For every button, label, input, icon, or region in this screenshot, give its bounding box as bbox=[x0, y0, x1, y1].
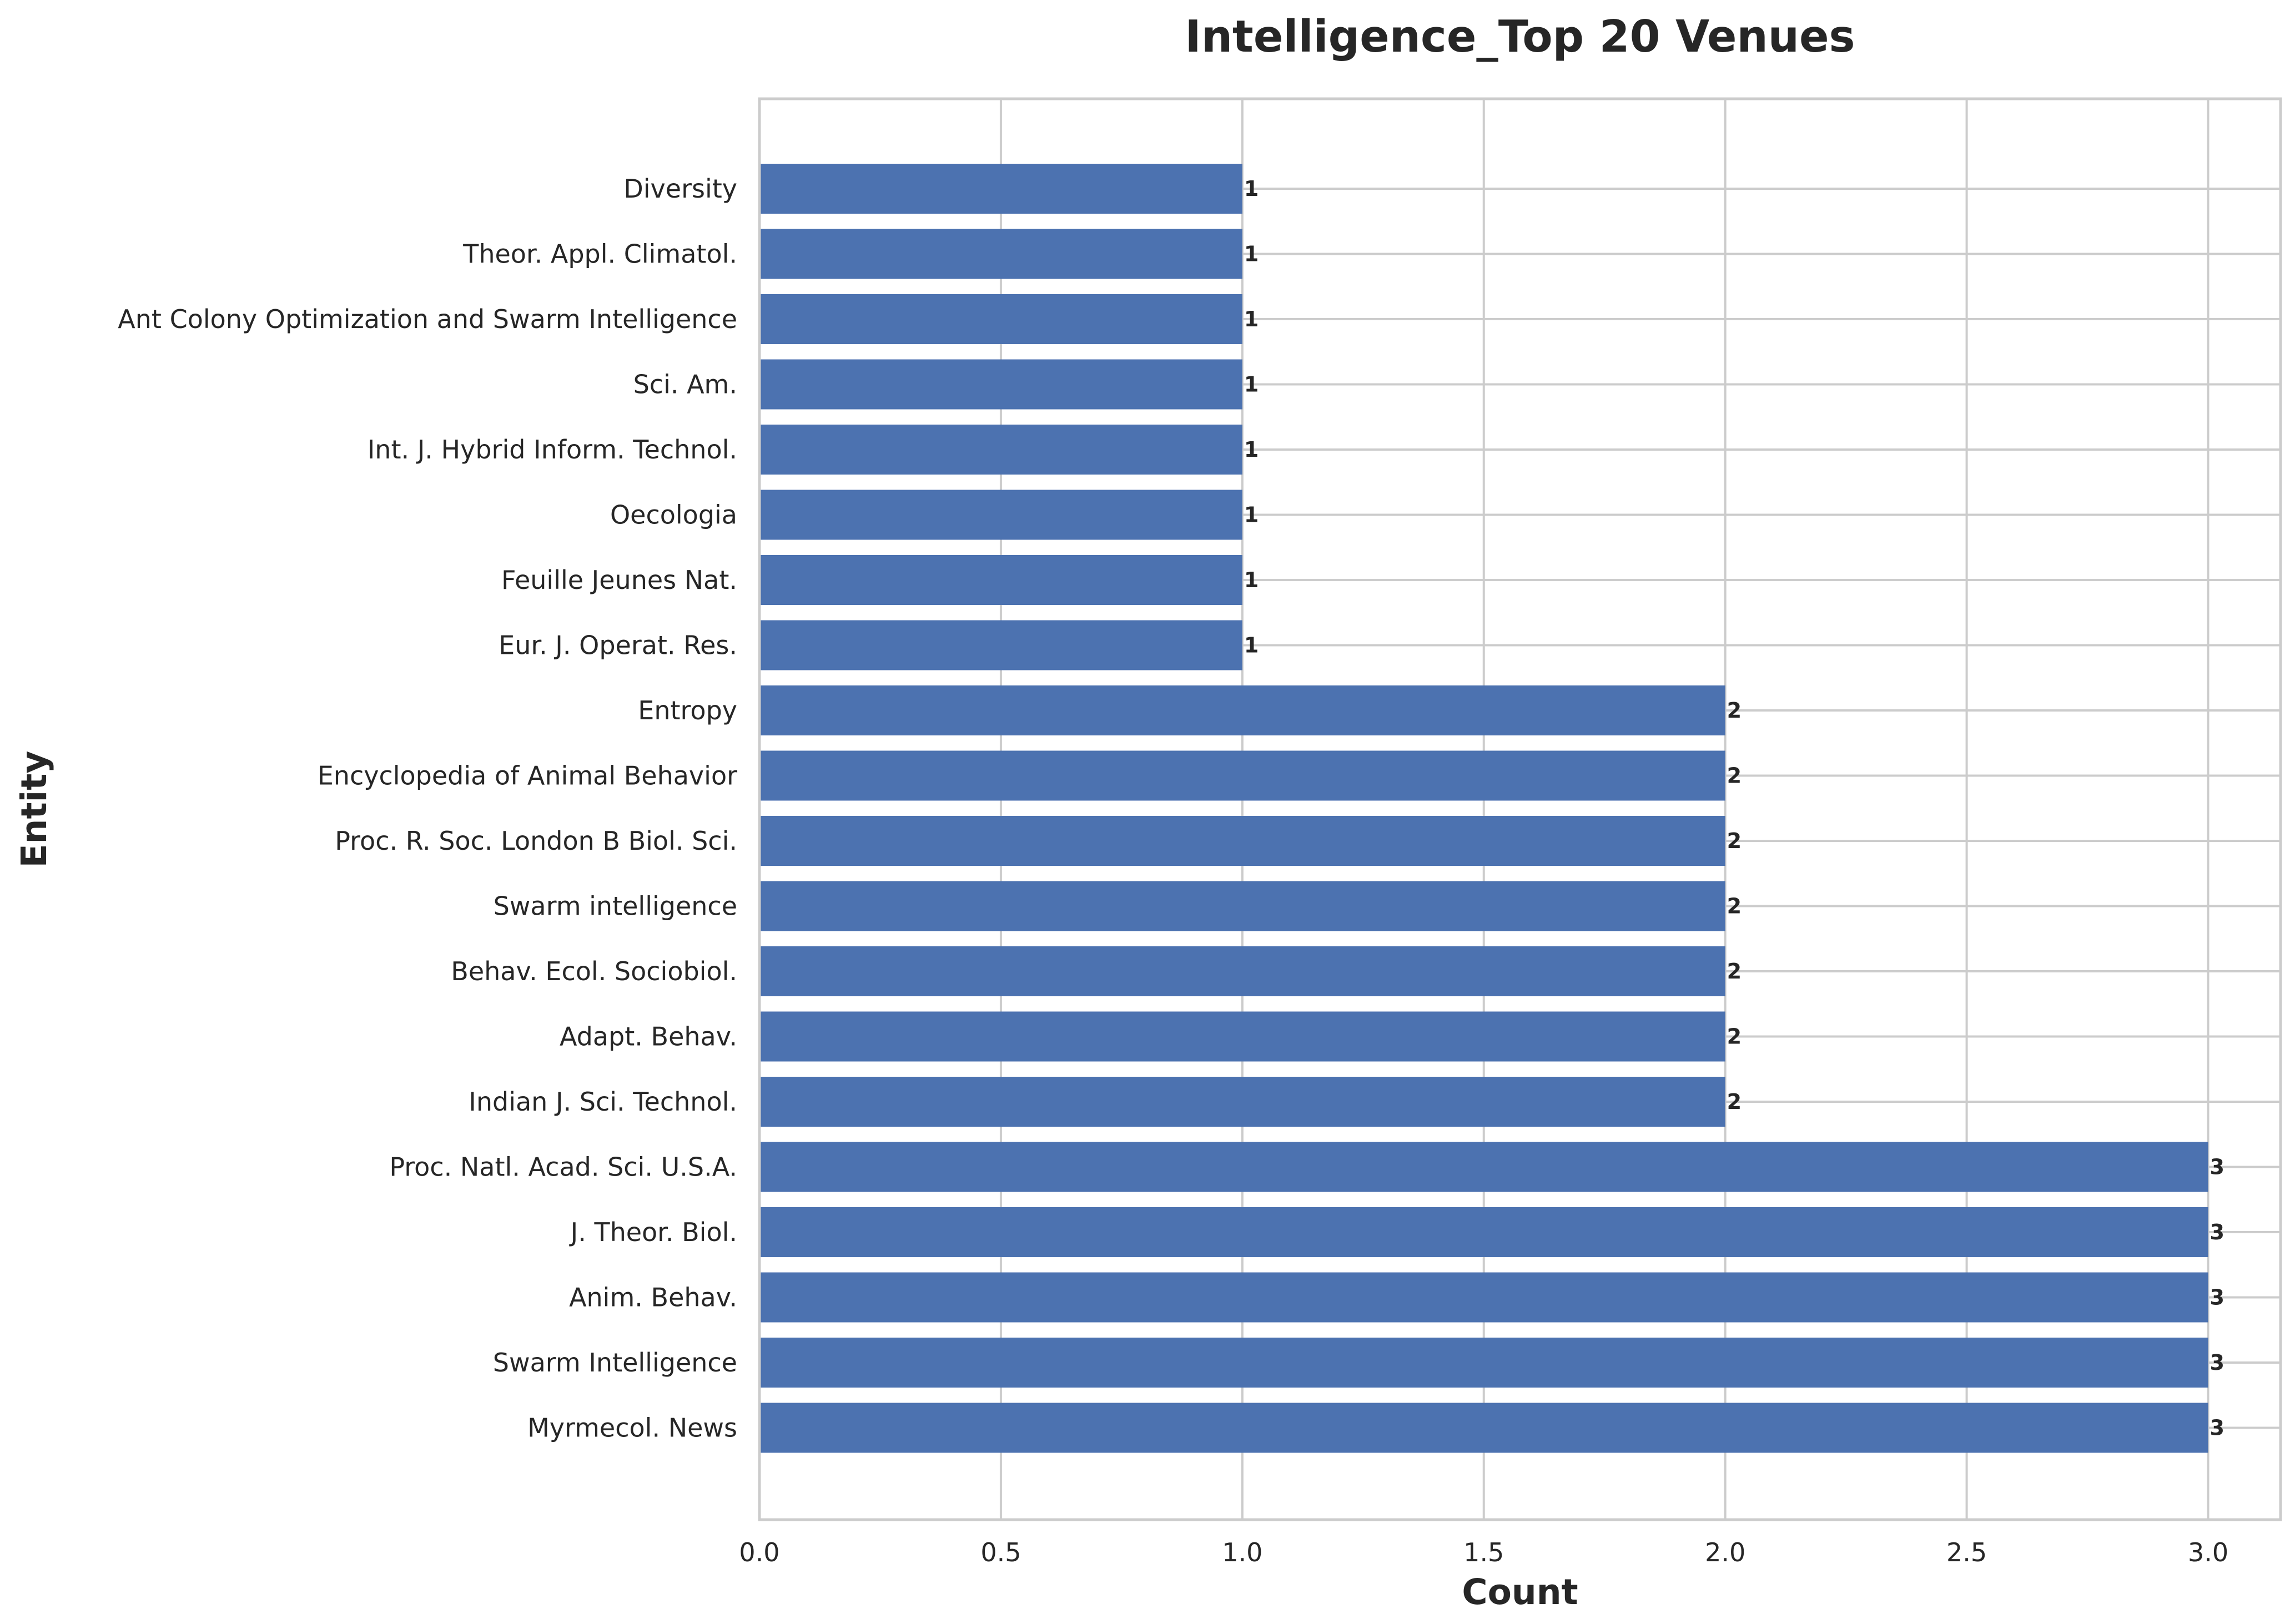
bar bbox=[759, 164, 1242, 214]
x-tick-label: 0.5 bbox=[980, 1537, 1021, 1567]
chart-title: Intelligence_Top 20 Venues bbox=[1185, 11, 1855, 62]
y-tick-label: Proc. R. Soc. London B Biol. Sci. bbox=[335, 826, 737, 856]
bar bbox=[759, 1077, 1725, 1127]
y-tick-label: Ant Colony Optimization and Swarm Intell… bbox=[118, 304, 737, 334]
data-label: 1 bbox=[1244, 176, 1259, 201]
data-label: 2 bbox=[1727, 829, 1742, 853]
bar bbox=[759, 750, 1725, 801]
bar bbox=[759, 1011, 1725, 1062]
bar bbox=[759, 816, 1725, 866]
tick-layer: 0.0 0.5 1.0 1.5 2.0 2.5 3.0 Diversity Theor. App… bbox=[118, 174, 2228, 1567]
data-label: 1 bbox=[1244, 242, 1259, 266]
x-tick-label: 3.0 bbox=[2188, 1537, 2228, 1567]
y-tick-label: Feuille Jeunes Nat. bbox=[501, 565, 737, 595]
bar bbox=[759, 881, 1725, 931]
y-tick-label: Adapt. Behav. bbox=[560, 1022, 737, 1052]
y-tick-label: Indian J. Sci. Technol. bbox=[469, 1087, 737, 1117]
y-tick-label: Swarm intelligence bbox=[494, 891, 737, 921]
data-label: 3 bbox=[2210, 1155, 2224, 1179]
data-label: 1 bbox=[1244, 503, 1259, 527]
y-tick-label: Proc. Natl. Acad. Sci. U.S.A. bbox=[389, 1152, 737, 1182]
y-tick-label: Myrmecol. News bbox=[527, 1413, 737, 1443]
bar bbox=[759, 946, 1725, 996]
x-axis-label: Count bbox=[1462, 1572, 1578, 1612]
x-tick-label: 2.0 bbox=[1705, 1537, 1745, 1567]
bar bbox=[759, 425, 1242, 475]
bar bbox=[759, 1272, 2208, 1323]
bar bbox=[759, 1207, 2208, 1257]
bar-layer bbox=[759, 164, 2208, 1453]
y-tick-label: Eur. J. Operat. Res. bbox=[499, 631, 737, 660]
bar bbox=[759, 229, 1242, 279]
data-label: 1 bbox=[1244, 633, 1259, 658]
x-tick-label: 1.0 bbox=[1222, 1537, 1262, 1567]
data-label: 1 bbox=[1244, 372, 1259, 397]
bar bbox=[759, 490, 1242, 540]
data-label: 1 bbox=[1244, 437, 1259, 462]
bar bbox=[759, 620, 1242, 670]
data-label: 2 bbox=[1727, 1090, 1742, 1114]
bar bbox=[759, 1142, 2208, 1192]
y-tick-label: Behav. Ecol. Sociobiol. bbox=[451, 956, 737, 986]
y-tick-label: Entropy bbox=[638, 695, 737, 725]
bar bbox=[759, 555, 1242, 605]
bar bbox=[759, 685, 1725, 735]
x-tick-label: 0.0 bbox=[739, 1537, 779, 1567]
bar bbox=[759, 1338, 2208, 1388]
data-label: 2 bbox=[1727, 959, 1742, 984]
y-tick-label: Swarm Intelligence bbox=[493, 1348, 737, 1378]
y-tick-label: J. Theor. Biol. bbox=[569, 1217, 737, 1247]
x-tick-label: 1.5 bbox=[1463, 1537, 1504, 1567]
data-label: 2 bbox=[1727, 764, 1742, 788]
data-label: 3 bbox=[2210, 1220, 2224, 1244]
bar bbox=[759, 1403, 2208, 1453]
data-label: 2 bbox=[1727, 698, 1742, 723]
x-tick-label: 2.5 bbox=[1946, 1537, 1987, 1567]
y-tick-label: Oecologia bbox=[610, 500, 737, 530]
data-label: 1 bbox=[1244, 568, 1259, 592]
bar bbox=[759, 359, 1242, 410]
y-axis-label: Entity bbox=[14, 751, 54, 868]
y-tick-label: Int. J. Hybrid Inform. Technol. bbox=[368, 435, 737, 465]
y-tick-label: Sci. Am. bbox=[633, 370, 737, 400]
label-layer: 1 1 1 1 1 1 1 1 2 2 2 2 2 2 2 3 3 3 3 3 bbox=[1244, 176, 2224, 1440]
bar bbox=[759, 294, 1242, 344]
data-label: 3 bbox=[2210, 1285, 2224, 1310]
data-label: 1 bbox=[1244, 307, 1259, 331]
data-label: 2 bbox=[1727, 1025, 1742, 1049]
y-tick-label: Theor. Appl. Climatol. bbox=[462, 239, 737, 269]
data-label: 3 bbox=[2210, 1350, 2224, 1375]
data-label: 2 bbox=[1727, 894, 1742, 919]
y-tick-label: Encyclopedia of Animal Behavior bbox=[318, 761, 737, 791]
y-tick-label: Diversity bbox=[623, 174, 737, 204]
data-label: 3 bbox=[2210, 1416, 2224, 1440]
plot-frame bbox=[758, 97, 2282, 1521]
y-tick-label: Anim. Behav. bbox=[569, 1283, 737, 1313]
